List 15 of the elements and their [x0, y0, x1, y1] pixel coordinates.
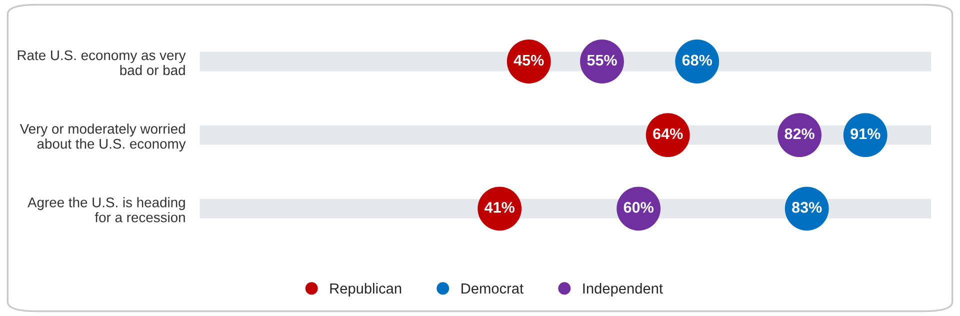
- data-label: 55%: [587, 54, 617, 66]
- data-label: 45%: [514, 54, 544, 66]
- y-tick-label: Very or moderately worried about the U.S. economy: [20, 124, 186, 152]
- y-tick-label: Rate U.S. economy as very bad or bad: [18, 50, 186, 76]
- data-label: 64%: [653, 128, 683, 140]
- data-label: 68%: [682, 54, 712, 66]
- data-label: 82%: [784, 128, 814, 140]
- legend-label: Democrat: [462, 283, 524, 294]
- data-label: 60%: [624, 202, 654, 213]
- data-label: 91%: [850, 128, 880, 140]
- legend-label: Republican: [330, 282, 402, 297]
- y-tick-label: Agree the U.S. is heading for a recession: [28, 197, 185, 222]
- legend-label: Independent: [583, 282, 663, 297]
- data-label: 41%: [484, 202, 514, 213]
- data-label: 83%: [792, 202, 822, 213]
